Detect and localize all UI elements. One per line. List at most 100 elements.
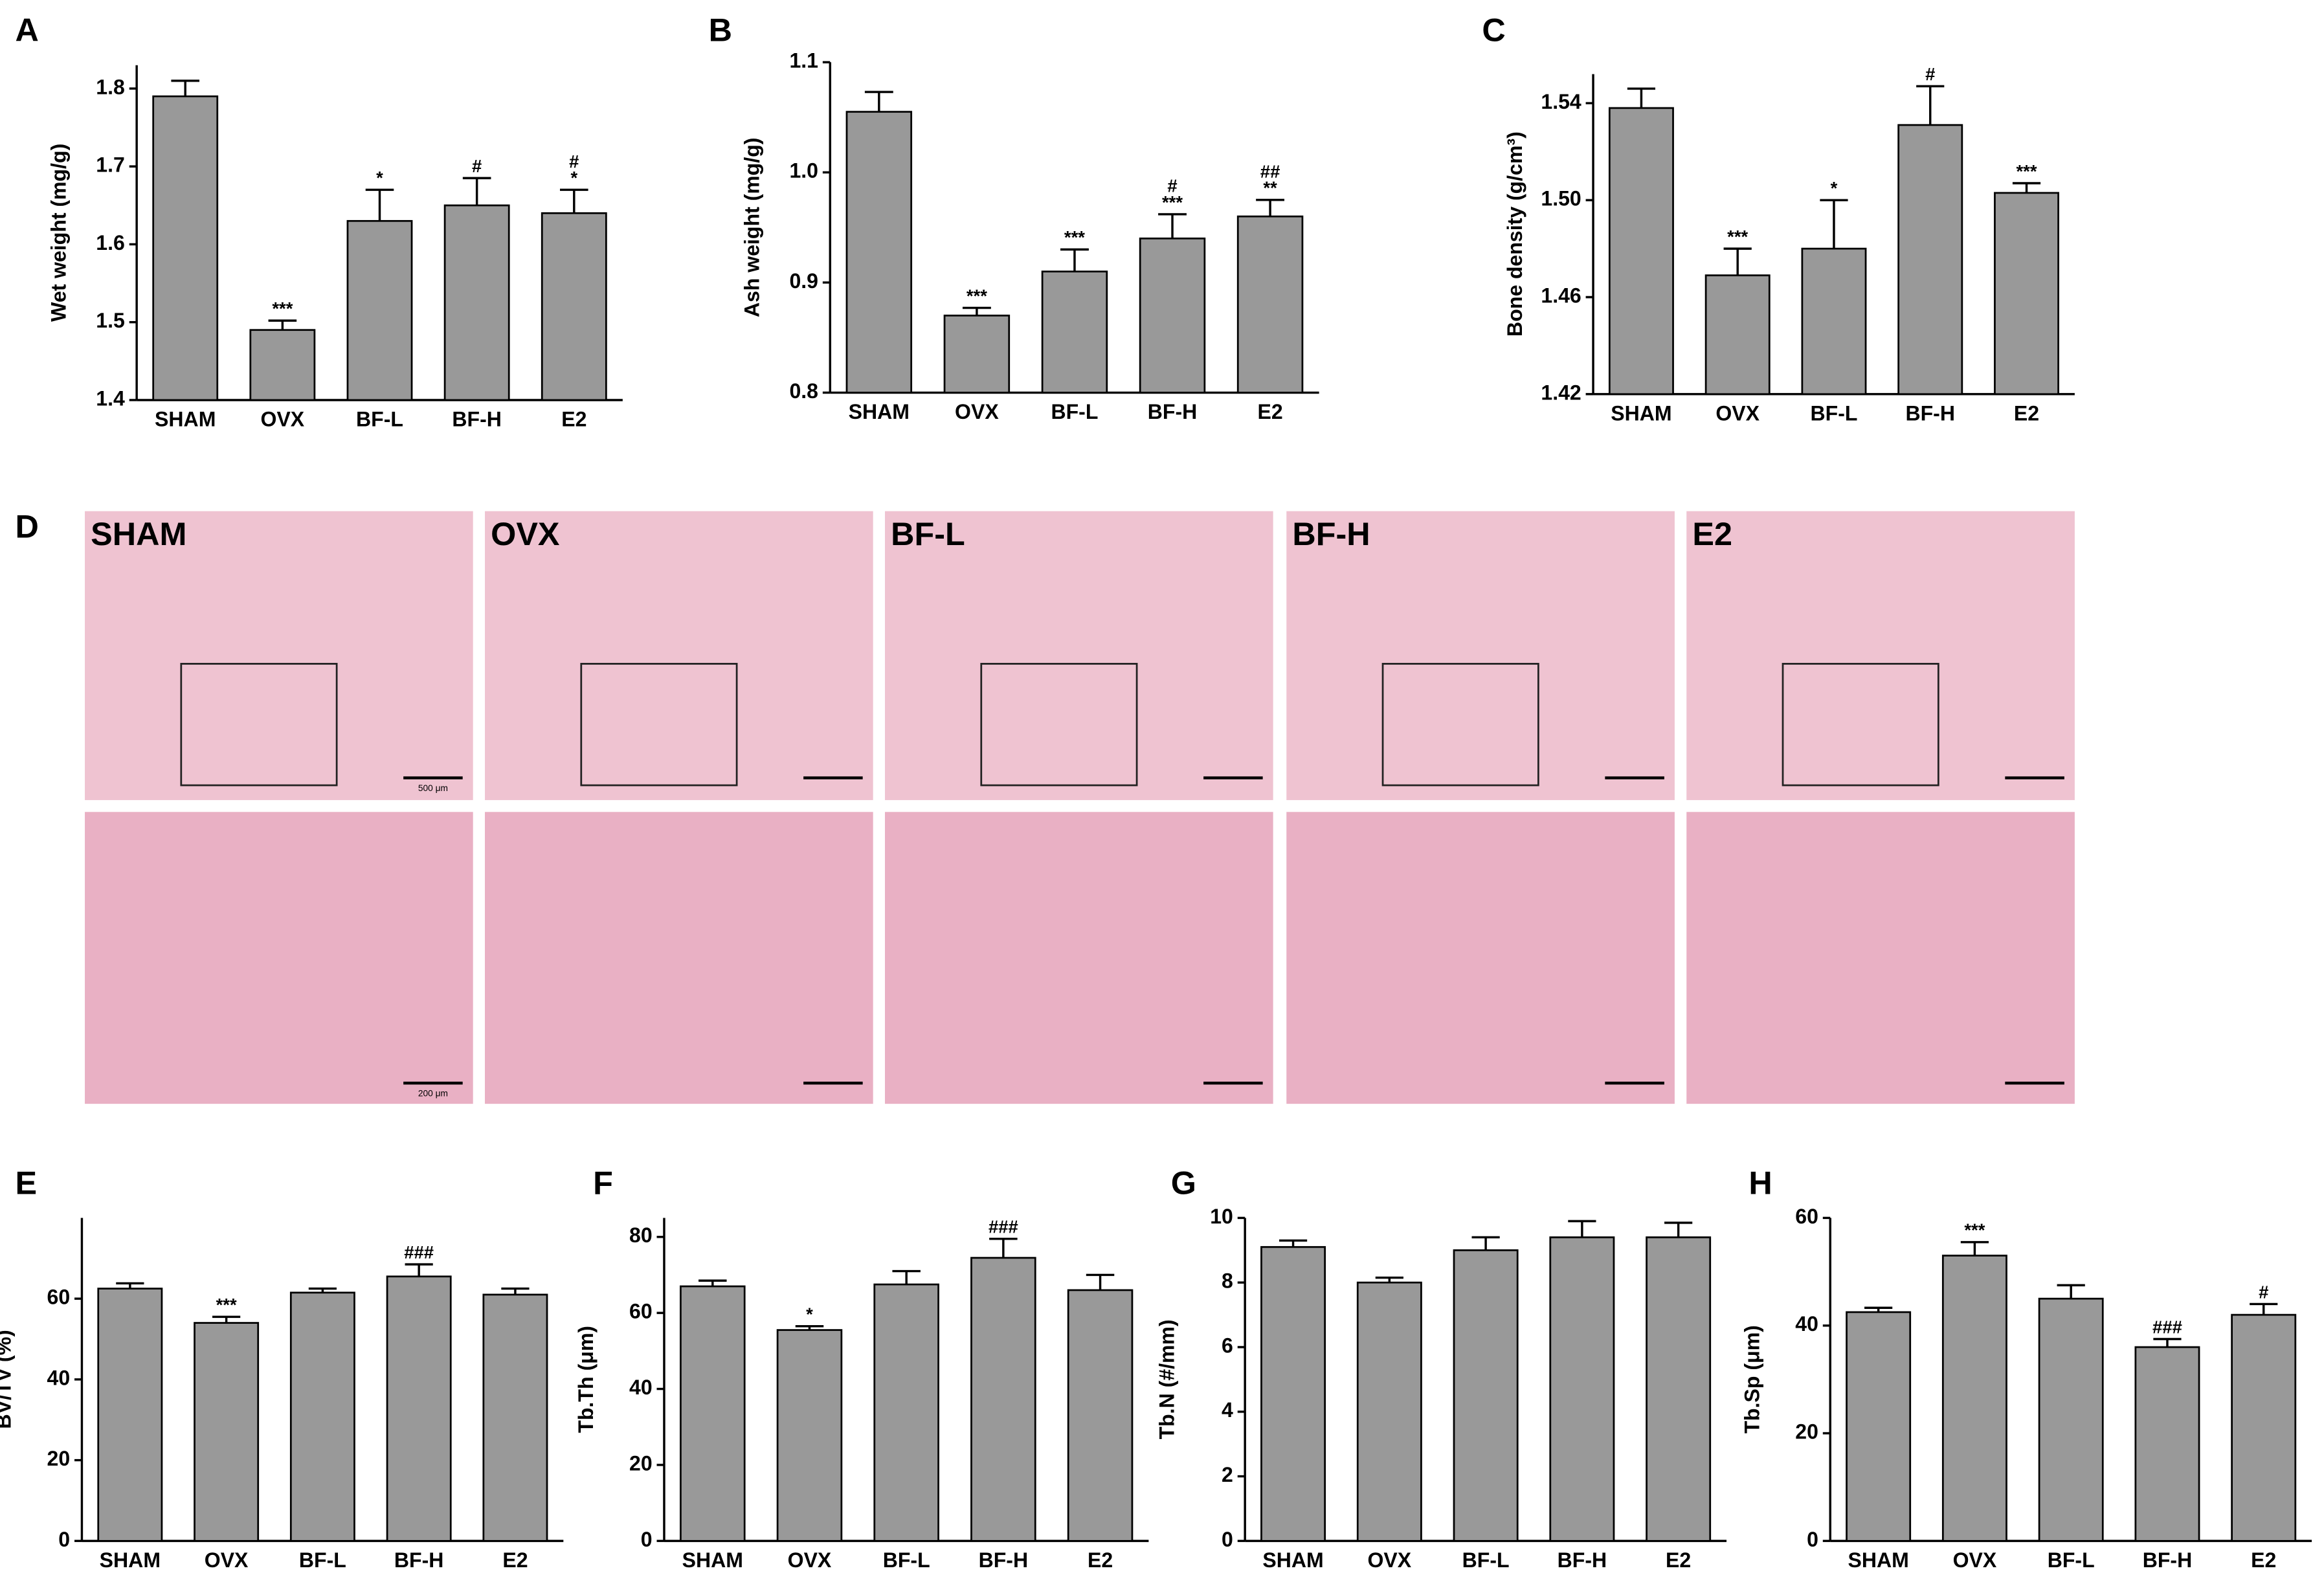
x-tick-label: SHAM <box>1611 401 1671 425</box>
group-label: BF-H <box>1292 515 1370 552</box>
x-tick-label: BF-H <box>2143 1548 2193 1572</box>
x-tick-label: E2 <box>561 407 587 430</box>
y-tick-label: 40 <box>47 1366 71 1389</box>
y-tick-label: 40 <box>629 1376 653 1399</box>
x-tick-label: OVX <box>1715 401 1760 425</box>
y-tick-label: 0 <box>1222 1528 1233 1551</box>
significance-mark: *** <box>1162 192 1183 212</box>
y-tick-label: 60 <box>629 1300 653 1323</box>
y-tick-label: 0 <box>58 1528 70 1551</box>
panel-label: E <box>15 1164 37 1201</box>
x-tick-label: BF-L <box>1462 1548 1510 1572</box>
group-label: BF-L <box>891 515 965 552</box>
panel-label: D <box>15 508 38 544</box>
bar <box>1994 192 2059 396</box>
bar <box>1704 274 1771 396</box>
y-axis-label: Bone density (g/cm³) <box>1503 131 1526 337</box>
y-tick-label: 1.50 <box>1541 187 1581 210</box>
significance-mark: ### <box>2152 1317 2182 1337</box>
group-label: SHAM <box>91 515 186 552</box>
y-tick-label: 60 <box>1795 1205 1818 1228</box>
panel-label: A <box>15 12 38 49</box>
bar <box>2134 1346 2200 1542</box>
significance-mark: * <box>570 168 577 188</box>
region-box <box>180 663 338 787</box>
y-tick-label: 20 <box>47 1447 71 1470</box>
x-tick-label: OVX <box>788 1548 832 1572</box>
bar <box>680 1285 746 1542</box>
bar <box>873 1283 939 1542</box>
x-tick-label: SHAM <box>682 1548 743 1572</box>
x-tick-label: SHAM <box>155 407 216 430</box>
bar <box>776 1329 843 1542</box>
histology-image-low <box>884 511 1273 800</box>
bar <box>541 212 607 401</box>
y-tick-label: 40 <box>1795 1312 1818 1335</box>
histology-column: BF-H <box>1286 511 1675 1104</box>
significance-mark: # <box>1925 64 1935 84</box>
panel-label: B <box>709 12 732 49</box>
histology-image-low <box>485 511 873 800</box>
x-tick-label: BF-H <box>394 1548 444 1572</box>
y-axis-label: Tb.Th (μm) <box>574 1326 598 1433</box>
x-tick-label: BF-H <box>1558 1548 1607 1572</box>
histology-image-high <box>884 812 1273 1104</box>
y-tick-label: 1.7 <box>96 153 125 177</box>
x-tick-label: E2 <box>1666 1548 1691 1572</box>
x-tick-label: OVX <box>1953 1548 1997 1572</box>
significance-mark: # <box>472 156 482 176</box>
y-tick-label: 20 <box>1795 1420 1818 1444</box>
panel-label: F <box>593 1164 613 1201</box>
significance-mark: *** <box>272 298 293 318</box>
bar <box>443 204 510 401</box>
histology-image-high <box>1686 812 2075 1104</box>
significance-mark: *** <box>216 1295 237 1315</box>
significance-mark: ### <box>404 1242 434 1262</box>
histology-image-low <box>1686 511 2075 800</box>
y-axis-label: Ash weight (mg/g) <box>740 138 763 318</box>
x-tick-label: SHAM <box>1848 1548 1908 1572</box>
bar <box>482 1293 548 1542</box>
region-box <box>980 663 1138 787</box>
bar <box>2231 1313 2297 1542</box>
bar <box>1041 271 1108 394</box>
x-tick-label: BF-L <box>299 1548 346 1572</box>
panel-label: H <box>1749 1164 1772 1201</box>
x-tick-label: SHAM <box>849 400 910 423</box>
significance-mark: * <box>806 1304 813 1324</box>
histology-column: E2 <box>1686 511 2075 1104</box>
x-tick-label: E2 <box>2251 1548 2276 1572</box>
y-tick-label: 1.5 <box>96 309 125 332</box>
significance-mark: ### <box>989 1217 1018 1237</box>
x-tick-label: E2 <box>1088 1548 1113 1572</box>
histology-image-high <box>485 812 873 1104</box>
bar <box>1067 1289 1134 1542</box>
x-tick-label: OVX <box>261 407 305 430</box>
x-tick-label: BF-L <box>356 407 403 430</box>
panel-label: C <box>1482 12 1505 49</box>
significance-mark: *** <box>1064 227 1085 247</box>
bar <box>845 111 913 394</box>
bar <box>1260 1245 1326 1542</box>
histology-image-high <box>1286 812 1675 1104</box>
y-tick-label: 6 <box>1222 1334 1233 1357</box>
y-tick-label: 8 <box>1222 1269 1233 1293</box>
x-tick-label: BF-L <box>883 1548 930 1572</box>
significance-mark: # <box>2259 1282 2268 1302</box>
bar <box>1236 215 1304 394</box>
x-tick-label: BF-L <box>2048 1548 2095 1572</box>
bar <box>1941 1255 2007 1542</box>
y-tick-label: 4 <box>1222 1398 1233 1422</box>
y-tick-label: 2 <box>1222 1463 1233 1486</box>
y-tick-label: 80 <box>629 1223 653 1247</box>
x-tick-label: BF-H <box>1905 401 1955 425</box>
bar <box>249 329 316 401</box>
panel-label: G <box>1171 1164 1196 1201</box>
histology-column: BF-L <box>884 511 1273 1104</box>
x-tick-label: OVX <box>1368 1548 1412 1572</box>
bar <box>289 1291 355 1542</box>
significance-mark: *** <box>2016 161 2037 181</box>
bar <box>1453 1249 1519 1542</box>
